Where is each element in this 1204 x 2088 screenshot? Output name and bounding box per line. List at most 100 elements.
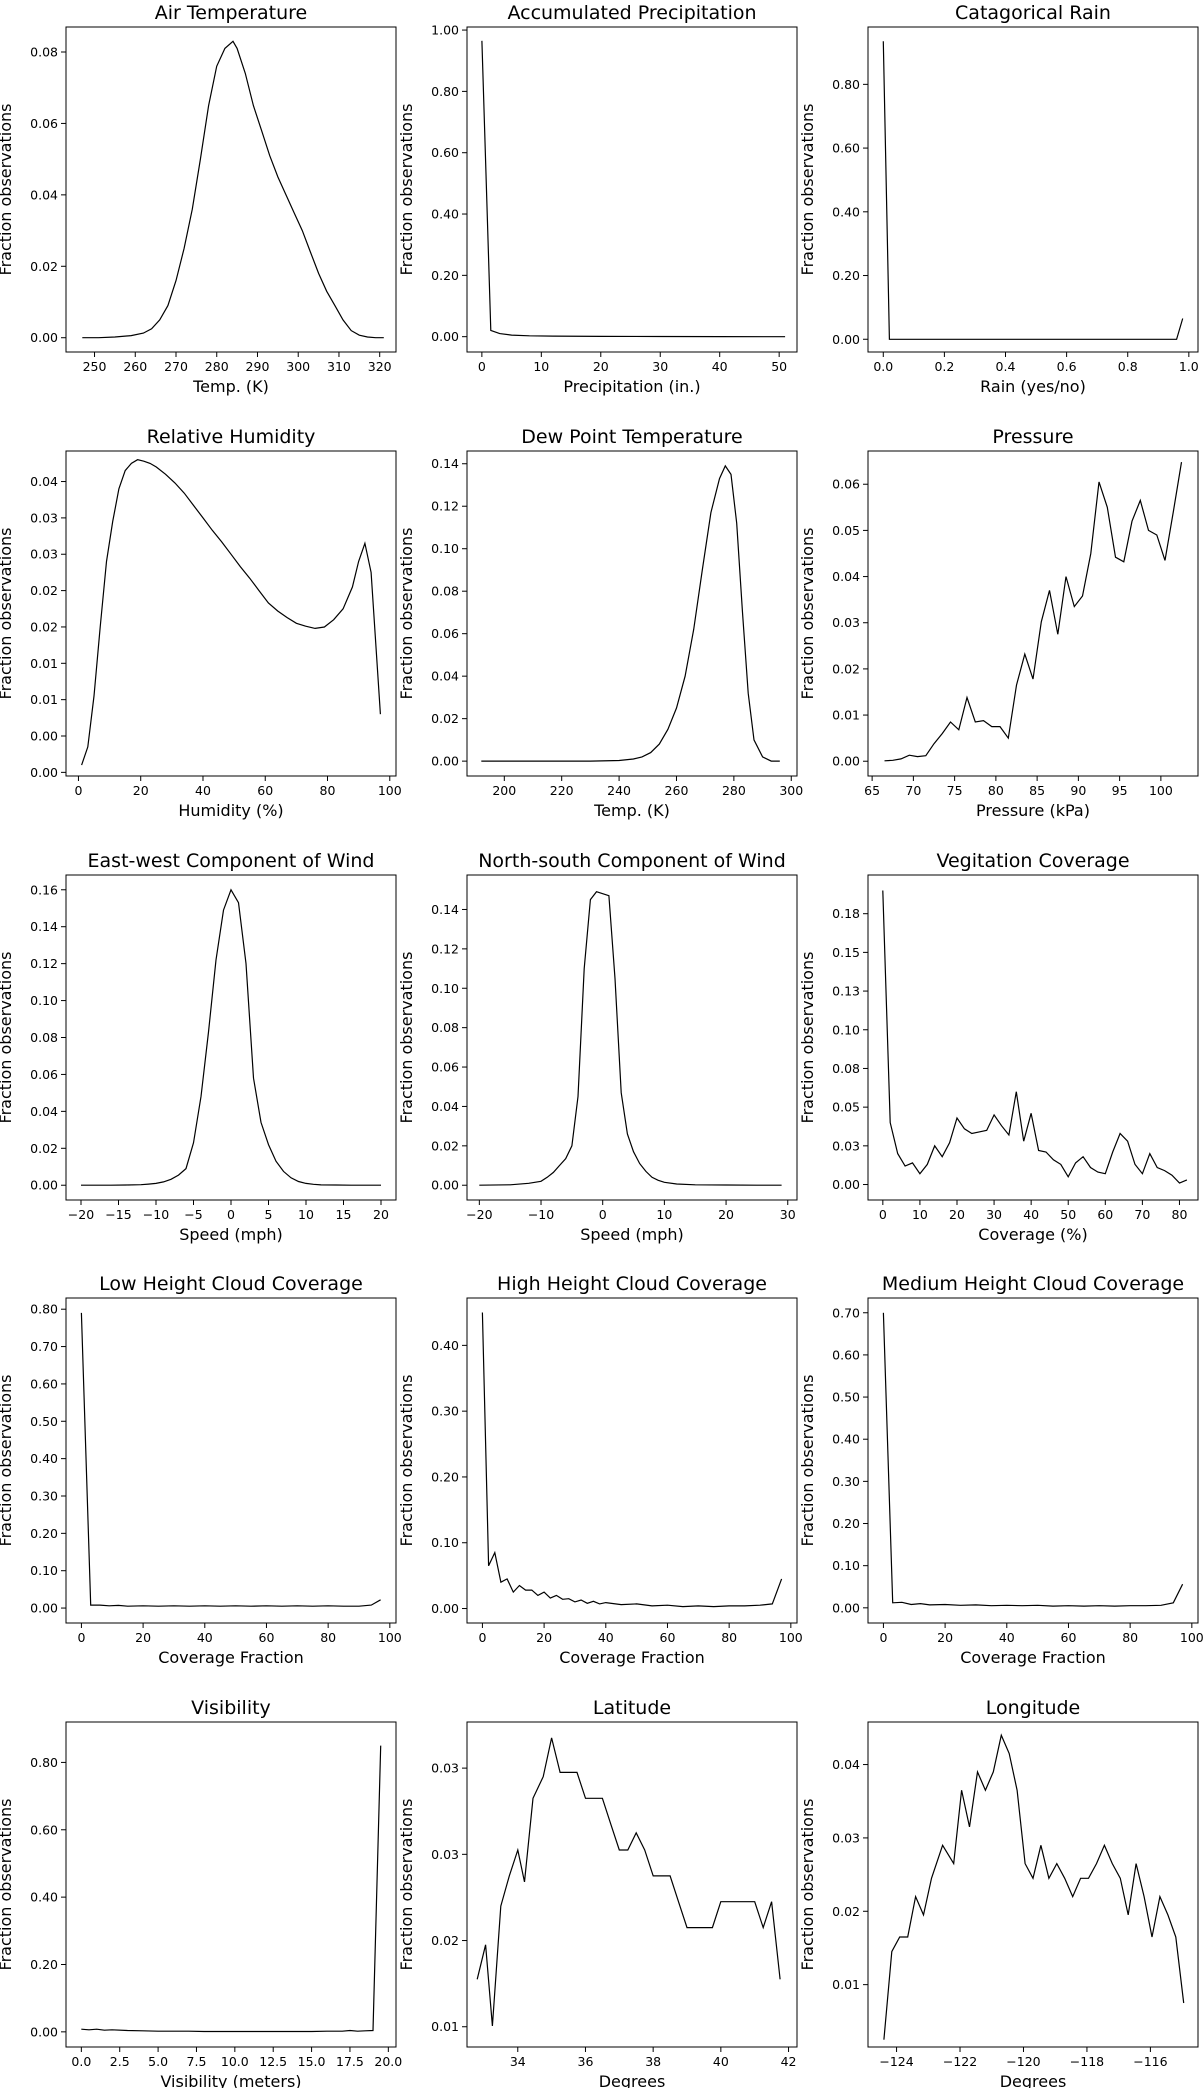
x-tick-label: 280 xyxy=(205,359,229,374)
y-tick-label: 0.00 xyxy=(30,2024,58,2039)
x-tick-label: 290 xyxy=(246,359,270,374)
y-tick-label: 0.18 xyxy=(832,906,860,921)
chart-title: Latitude xyxy=(593,1697,671,1719)
x-tick-label: 30 xyxy=(780,1207,796,1222)
y-tick-label: 0.50 xyxy=(832,1390,860,1405)
y-axis-label: Fraction observations xyxy=(0,1799,15,1971)
chart-title: Catagorical Rain xyxy=(955,2,1111,24)
y-tick-label: 0.06 xyxy=(30,116,58,131)
y-axis-label: Fraction observations xyxy=(0,952,15,1124)
x-tick-label: 310 xyxy=(327,359,351,374)
x-tick-label: 40 xyxy=(1023,1207,1039,1222)
y-tick-label: 0.00 xyxy=(30,729,58,744)
y-tick-label: 0.12 xyxy=(431,499,459,514)
y-tick-label: 0.00 xyxy=(30,765,58,780)
y-tick-label: 0.40 xyxy=(431,207,459,222)
x-tick-label: 10.0 xyxy=(221,2054,249,2069)
y-tick-label: 0.00 xyxy=(431,754,459,769)
axes-frame xyxy=(466,874,798,1201)
x-tick-label: 0.0 xyxy=(71,2054,91,2069)
x-tick-label: 0.6 xyxy=(1057,359,1077,374)
y-tick-label: 0.80 xyxy=(832,77,860,92)
x-tick-label: 90 xyxy=(1070,783,1086,798)
axes-frame xyxy=(867,26,1199,353)
x-tick-label: −15 xyxy=(105,1207,131,1222)
y-axis-label: Fraction observations xyxy=(397,104,416,276)
series-line xyxy=(81,888,381,1186)
x-tick-label: 80 xyxy=(1172,1207,1188,1222)
x-tick-label: 0 xyxy=(879,1207,887,1222)
x-axis-label: Speed (mph) xyxy=(179,1225,283,1244)
chart-visibility: Visibility 0.0 2.5 5.0 7.5 10.0 12.5 15.0 17.5 20… xyxy=(0,1697,402,2088)
x-axis-label: Coverage Fraction xyxy=(960,1648,1106,1667)
x-tick-label: 100 xyxy=(1149,783,1173,798)
y-tick-label: 0.40 xyxy=(30,1890,58,1905)
x-tick-label: 10 xyxy=(912,1207,928,1222)
x-tick-label: 100 xyxy=(378,1630,402,1645)
x-tick-label: −10 xyxy=(143,1207,169,1222)
y-tick-label: 0.01 xyxy=(832,1977,860,1992)
axes-frame xyxy=(466,450,798,777)
x-tick-label: 40 xyxy=(598,1630,614,1645)
x-tick-label: 20.0 xyxy=(374,2054,402,2069)
x-axis-label: Speed (mph) xyxy=(580,1225,684,1244)
y-tick-label: 0.30 xyxy=(431,1404,459,1419)
x-tick-label: 34 xyxy=(510,2054,526,2069)
x-tick-label: −5 xyxy=(184,1207,202,1222)
x-axis-label: Degrees xyxy=(599,2072,666,2088)
x-tick-label: 60 xyxy=(1061,1630,1077,1645)
y-tick-label: 0.00 xyxy=(431,329,459,344)
x-tick-label: 60 xyxy=(257,783,273,798)
y-tick-label: 0.10 xyxy=(431,981,459,996)
y-tick-label: 0.02 xyxy=(30,259,58,274)
chart-east-west-component-of-wind: East-west Component of Wind −20 −15 −10 −5 0 5… xyxy=(0,850,397,1244)
y-tick-label: 0.60 xyxy=(431,145,459,160)
series-line xyxy=(81,459,381,766)
x-tick-label: 5.0 xyxy=(148,2054,168,2069)
x-tick-label: −120 xyxy=(1006,2054,1040,2069)
x-tick-label: −20 xyxy=(68,1207,94,1222)
y-tick-label: 0.04 xyxy=(30,1104,58,1119)
axes-frame xyxy=(65,874,397,1201)
x-tick-label: 10 xyxy=(533,359,549,374)
y-tick-label: 0.06 xyxy=(431,1060,459,1075)
y-tick-label: 0.04 xyxy=(30,474,58,489)
x-tick-label: −116 xyxy=(1133,2054,1167,2069)
y-tick-label: 0.50 xyxy=(30,1414,58,1429)
x-tick-label: 50 xyxy=(1060,1207,1076,1222)
x-tick-label: 40 xyxy=(195,783,211,798)
y-tick-label: 0.10 xyxy=(431,541,459,556)
y-tick-label: 0.03 xyxy=(832,1138,860,1153)
y-tick-label: 0.80 xyxy=(30,1302,58,1317)
y-tick-label: 0.08 xyxy=(832,1061,860,1076)
y-tick-label: 0.10 xyxy=(30,993,58,1008)
y-axis-label: Fraction observations xyxy=(0,1375,15,1547)
x-tick-label: 20 xyxy=(937,1630,953,1645)
y-tick-label: 0.60 xyxy=(832,1347,860,1362)
y-tick-label: 0.06 xyxy=(431,626,459,641)
x-axis-label: Temp. (K) xyxy=(192,377,269,396)
x-tick-label: 260 xyxy=(665,783,689,798)
y-tick-label: 0.16 xyxy=(30,882,58,897)
y-tick-label: 0.05 xyxy=(832,523,860,538)
x-tick-label: 320 xyxy=(368,359,392,374)
y-tick-label: 0.00 xyxy=(832,754,860,769)
axes-frame xyxy=(466,26,798,353)
x-tick-label: 0 xyxy=(599,1207,607,1222)
series-line xyxy=(481,40,786,338)
x-tick-label: 0.0 xyxy=(873,359,893,374)
x-tick-label: 7.5 xyxy=(187,2054,207,2069)
y-axis-label: Fraction observations xyxy=(397,528,416,700)
series-line xyxy=(80,1312,381,1607)
x-tick-label: 15 xyxy=(336,1207,352,1222)
y-tick-label: 0.00 xyxy=(832,332,860,347)
y-tick-label: 0.03 xyxy=(431,1847,459,1862)
y-tick-label: 0.08 xyxy=(30,45,58,60)
y-tick-label: 0.10 xyxy=(832,1558,860,1573)
x-tick-label: 70 xyxy=(905,783,921,798)
axes-frame xyxy=(867,450,1199,777)
y-tick-label: 0.60 xyxy=(30,1822,58,1837)
x-tick-label: 50 xyxy=(771,359,787,374)
x-tick-label: 40 xyxy=(713,2054,729,2069)
x-tick-label: 60 xyxy=(1097,1207,1113,1222)
